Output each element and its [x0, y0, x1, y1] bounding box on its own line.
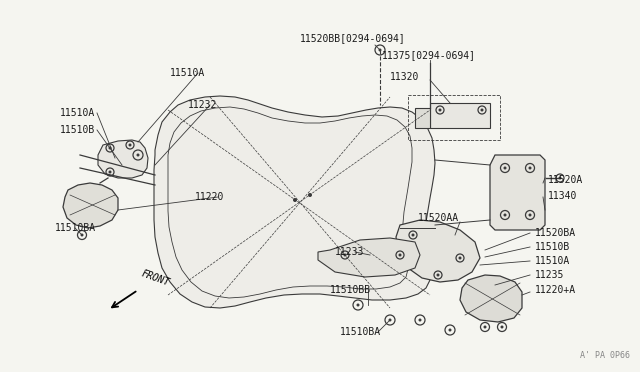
Circle shape	[483, 326, 486, 328]
Text: FRONT: FRONT	[140, 269, 171, 288]
Circle shape	[529, 167, 531, 170]
Text: A' PA 0P66: A' PA 0P66	[580, 351, 630, 360]
Circle shape	[436, 273, 440, 276]
Circle shape	[356, 304, 360, 307]
Circle shape	[129, 144, 131, 147]
Circle shape	[388, 318, 392, 321]
Circle shape	[449, 328, 451, 331]
Polygon shape	[415, 108, 430, 128]
Circle shape	[419, 318, 422, 321]
Polygon shape	[396, 220, 480, 282]
Polygon shape	[98, 140, 148, 178]
Text: 11233: 11233	[335, 247, 364, 257]
Text: 11510BA: 11510BA	[340, 327, 381, 337]
Text: 11510B: 11510B	[60, 125, 95, 135]
Text: 11520A: 11520A	[548, 175, 583, 185]
Polygon shape	[490, 155, 545, 230]
Circle shape	[458, 257, 461, 260]
Text: 11232: 11232	[188, 100, 218, 110]
Text: 11235: 11235	[535, 270, 564, 280]
Circle shape	[529, 214, 531, 217]
Polygon shape	[63, 183, 118, 228]
Circle shape	[378, 48, 381, 51]
Text: 11510BB: 11510BB	[330, 285, 371, 295]
Text: 11320: 11320	[390, 72, 419, 82]
Circle shape	[136, 154, 140, 157]
Text: 11510BA: 11510BA	[55, 223, 96, 233]
Circle shape	[504, 167, 506, 170]
Text: 11510A: 11510A	[170, 68, 205, 78]
Text: 11220+A: 11220+A	[535, 285, 576, 295]
Text: 11510A: 11510A	[535, 256, 570, 266]
Circle shape	[293, 198, 297, 202]
Text: 11520BB[0294-0694]: 11520BB[0294-0694]	[300, 33, 406, 43]
Polygon shape	[460, 275, 522, 322]
Text: 11520BA: 11520BA	[535, 228, 576, 238]
Text: 11510B: 11510B	[535, 242, 570, 252]
Circle shape	[399, 253, 401, 257]
Circle shape	[109, 170, 111, 173]
Circle shape	[81, 234, 83, 237]
Polygon shape	[318, 238, 420, 277]
Text: 11375[0294-0694]: 11375[0294-0694]	[382, 50, 476, 60]
Circle shape	[504, 214, 506, 217]
Circle shape	[344, 253, 346, 257]
Circle shape	[308, 193, 312, 197]
Text: 11340: 11340	[548, 191, 577, 201]
Text: 11220: 11220	[195, 192, 225, 202]
Circle shape	[438, 109, 442, 112]
Polygon shape	[154, 96, 435, 308]
Text: 11510A: 11510A	[60, 108, 95, 118]
Circle shape	[559, 176, 561, 180]
Circle shape	[481, 109, 483, 112]
Circle shape	[109, 147, 111, 150]
Polygon shape	[430, 103, 490, 128]
Text: 11520AA: 11520AA	[418, 213, 459, 223]
Circle shape	[412, 234, 415, 237]
Circle shape	[500, 326, 504, 328]
